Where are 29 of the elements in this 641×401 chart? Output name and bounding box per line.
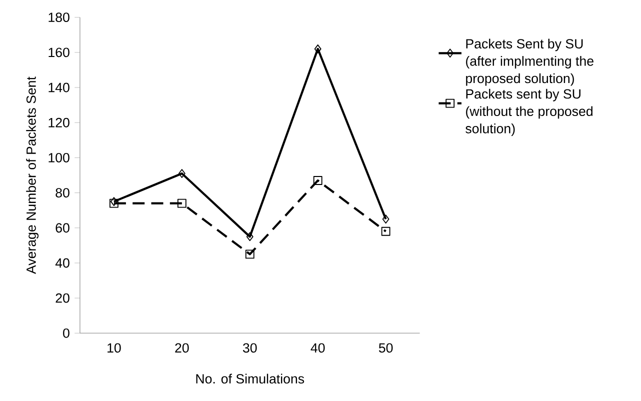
x-tick-label: 10 [108, 343, 121, 353]
legend-label: Packets Sent by SU (after implmenting the proposed solution) [466, 38, 594, 86]
y-tick-label: 100 [48, 152, 70, 162]
y-tick-label: 60 [56, 223, 70, 233]
point [245, 250, 254, 259]
point [177, 198, 186, 208]
y-tick-label: 40 [55, 258, 70, 268]
y-tick-label: 20 [56, 293, 70, 303]
x-tick-label: 40 [310, 343, 325, 353]
point [382, 214, 390, 224]
y-tick-label: 0 [63, 328, 70, 338]
point [313, 176, 322, 185]
y-tick-label: 80 [56, 188, 70, 198]
point [246, 232, 254, 242]
legend-label: Packets sent by SU (without the proposed solution) [466, 88, 592, 136]
y-tick-label: 160 [48, 48, 70, 58]
y-axis-title: Average Number of Packets Sent [26, 76, 39, 274]
x-tick-label: 50 [378, 343, 393, 353]
point [381, 226, 390, 236]
point [109, 198, 118, 208]
y-tick-label: 120 [48, 118, 70, 128]
x-axis-title: No. of Simulations [196, 374, 304, 384]
point [110, 197, 118, 206]
point [314, 44, 322, 54]
y-tick-label: 180 [48, 12, 70, 22]
y-tick-label: 140 [48, 82, 70, 92]
x-tick-label: 20 [175, 343, 189, 353]
x-tick-label: 30 [242, 343, 257, 353]
point [178, 168, 186, 178]
